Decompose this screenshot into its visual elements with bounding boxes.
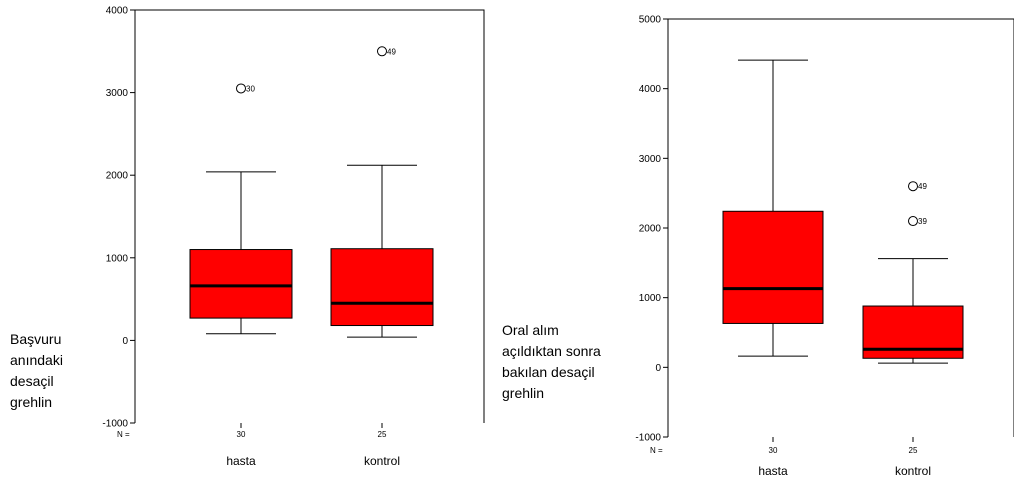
y-tick-label: 4000: [639, 84, 662, 95]
y-tick-label: 3000: [639, 154, 662, 165]
plot-frame: [135, 9, 485, 423]
y-tick-label: 0: [122, 336, 128, 347]
y-axis-label-line: desaçil: [10, 373, 54, 389]
group-n-label: 30: [769, 446, 778, 455]
plot-frame: [668, 18, 1014, 437]
outlier-label: 49: [387, 47, 396, 56]
x-category-label: hasta: [758, 464, 788, 478]
y-axis-label-line: Başvuru: [10, 331, 61, 347]
outlier-label: 49: [918, 182, 927, 191]
outlier-point: [236, 83, 246, 94]
y-axis-label-line: grehlin: [502, 385, 544, 401]
y-tick-label: 5000: [639, 15, 662, 26]
y-tick-label: 1000: [639, 293, 662, 304]
y-axis-label-line: Oral alım: [502, 322, 559, 338]
y-axis-label-line: açıldıktan sonra: [502, 343, 601, 359]
group-n-label: 25: [378, 430, 387, 439]
x-category-label: hasta: [226, 454, 256, 468]
y-axis-label-line: bakılan desaçil: [502, 364, 595, 380]
y-tick-label: 3000: [106, 88, 129, 99]
y-tick-label: 4000: [106, 6, 129, 17]
y-tick-label: -1000: [635, 433, 661, 444]
group-n-label: 30: [237, 430, 246, 439]
y-tick-label: 2000: [106, 171, 129, 182]
y-axis-label-line: grehlin: [10, 394, 52, 410]
box-iqr: [330, 248, 434, 327]
y-tick-label: 0: [655, 363, 661, 374]
y-axis-label-line: anındaki: [10, 352, 63, 368]
outlier-label: 30: [246, 84, 255, 93]
x-category-label: kontrol: [364, 454, 400, 468]
y-tick-label: 2000: [639, 224, 662, 235]
y-tick-label: -1000: [102, 419, 128, 430]
group-n-label: 25: [909, 446, 918, 455]
outlier-label: 39: [918, 217, 927, 226]
box-iqr: [722, 210, 824, 324]
x-category-label: kontrol: [895, 464, 931, 478]
n-equals-label: N =: [650, 446, 663, 455]
n-equals-label: N =: [117, 430, 130, 439]
y-tick-label: 1000: [106, 253, 129, 264]
outlier-point: [377, 46, 387, 57]
box-iqr: [189, 249, 293, 319]
outlier-point: [908, 216, 918, 227]
outlier-point: [908, 181, 918, 192]
